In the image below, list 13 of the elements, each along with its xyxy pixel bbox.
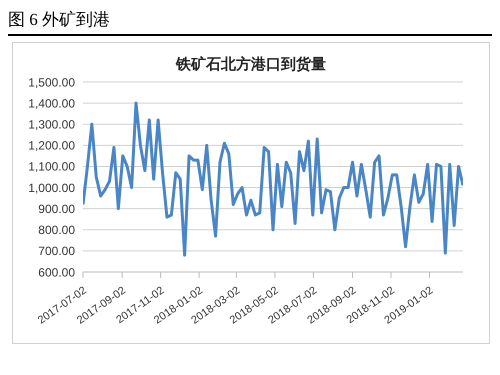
chart-subtitle: 铁矿石北方港口到货量 [174, 55, 327, 74]
y-tick-label: 600.00 [38, 265, 76, 280]
y-tick-label: 1,300.00 [28, 117, 76, 132]
y-tick-label: 1,100.00 [28, 160, 76, 174]
y-tick-label: 1,200.00 [28, 138, 76, 153]
y-tick-label: 1,000.00 [28, 180, 76, 195]
y-tick-label: 900.00 [38, 202, 76, 216]
line-series [83, 102, 463, 257]
chart-title: 图 6 外矿到港 [8, 8, 492, 36]
y-tick-label: 700.00 [38, 244, 76, 258]
y-tick-label: 800.00 [38, 223, 76, 238]
y-tick-label: 1,500.00 [28, 75, 76, 90]
y-tick-label: 1,400.00 [28, 96, 76, 110]
